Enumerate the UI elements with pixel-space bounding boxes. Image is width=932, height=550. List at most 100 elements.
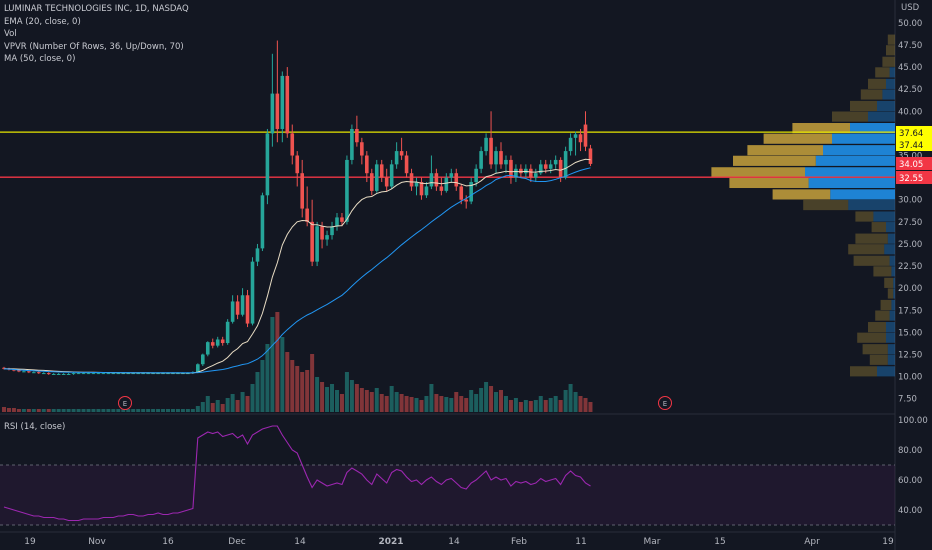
- price-badge-bg: [896, 138, 932, 151]
- price-tick-label: 42.50: [898, 85, 922, 95]
- vpvr-down-bar: [792, 123, 850, 134]
- time-tick-label: 14: [294, 537, 306, 547]
- candle-body: [374, 164, 379, 191]
- volume-bar: [513, 398, 518, 412]
- volume-bar: [553, 396, 558, 412]
- volume-bar: [479, 388, 484, 412]
- vpvr-down-bar: [855, 233, 888, 244]
- volume-bar: [61, 409, 66, 412]
- volume-bar: [563, 390, 568, 412]
- candle-body: [340, 217, 344, 222]
- candle-body: [399, 151, 404, 156]
- volume-bar: [469, 390, 474, 412]
- vpvr-down-bar: [887, 288, 894, 299]
- price-tick-label: 15.00: [898, 328, 922, 338]
- indicator-vpvr[interactable]: VPVR (Number Of Rows, 36, Up/Down, 70): [4, 41, 184, 52]
- candle-body: [548, 164, 553, 169]
- time-tick-label: Mar: [644, 537, 661, 547]
- volume-bar: [300, 372, 305, 412]
- candle-body: [215, 339, 220, 346]
- candle-body: [369, 173, 374, 191]
- symbol-title[interactable]: LUMINAR TECHNOLOGIES INC, 1D, NASDAQ: [4, 4, 189, 14]
- candle-body: [429, 173, 434, 187]
- volume-bar: [121, 409, 126, 412]
- rsi-label[interactable]: RSI (14, close): [4, 422, 66, 432]
- price-badge-bg: [896, 157, 932, 170]
- candle-body: [449, 173, 454, 178]
- volume-bar: [414, 398, 419, 412]
- volume-bar: [558, 400, 563, 412]
- candle-body: [210, 342, 215, 346]
- candle-body: [81, 373, 86, 375]
- indicator-ema[interactable]: EMA (20, close, 0): [4, 16, 81, 27]
- vpvr-down-bar: [868, 78, 886, 89]
- vpvr-down-bar: [860, 89, 883, 100]
- vpvr-up-bar: [877, 366, 895, 377]
- candle-body: [305, 208, 309, 222]
- indicator-ma[interactable]: MA (50, close, 0): [4, 54, 76, 64]
- candle-body: [71, 373, 76, 375]
- candle-body: [176, 373, 180, 375]
- volume-bar: [166, 409, 171, 412]
- volume-bar: [454, 392, 459, 412]
- candle-body: [141, 373, 145, 375]
- candle-body: [320, 226, 324, 240]
- volume-bar: [424, 396, 429, 412]
- candle-body: [265, 133, 270, 196]
- indicator-vol[interactable]: Vol: [4, 29, 17, 39]
- volume-bar: [235, 400, 240, 412]
- volume-bar: [190, 409, 195, 412]
- candle-body: [578, 134, 583, 143]
- vpvr-down-bar: [873, 266, 892, 277]
- volume-bar: [409, 397, 414, 412]
- candle-body: [91, 373, 96, 375]
- earnings-marker: E: [118, 396, 132, 410]
- volume-bar: [131, 409, 136, 412]
- candle-body: [51, 373, 56, 375]
- candle-body: [459, 186, 464, 200]
- candlesticks: [2, 40, 593, 375]
- candle-body: [66, 373, 71, 375]
- volume-bar: [315, 377, 320, 412]
- candle-body: [116, 373, 121, 375]
- candle-body: [285, 75, 290, 134]
- candle-body: [156, 373, 160, 375]
- candle-body: [22, 371, 26, 373]
- candle-body: [86, 373, 91, 375]
- volume-bar: [240, 392, 245, 412]
- vpvr-up-bar: [850, 123, 895, 134]
- volume-bar: [175, 409, 180, 412]
- candle-body: [310, 221, 314, 262]
- vpvr-up-bar: [887, 233, 895, 244]
- volume-bar: [543, 400, 548, 412]
- grid: [0, 0, 896, 550]
- candle-body: [201, 354, 205, 365]
- volume-bar: [354, 384, 359, 412]
- candle-body: [181, 373, 185, 375]
- vpvr-down-bar: [868, 322, 886, 333]
- vpvr-up-bar: [877, 100, 895, 112]
- volume-bar: [86, 409, 91, 412]
- vpvr-up-bar: [886, 332, 895, 343]
- vpvr-up-bar: [886, 222, 895, 233]
- vpvr-down-bar: [853, 255, 890, 266]
- volume-bar: [111, 409, 116, 412]
- volume-bar: [6, 408, 11, 412]
- candle-body: [96, 373, 101, 375]
- candle-body: [379, 164, 384, 178]
- candle-body: [365, 155, 369, 174]
- volume-bar: [379, 394, 384, 412]
- price-tick-label: 20.00: [898, 284, 922, 294]
- candle-body: [161, 373, 165, 375]
- volume-bar: [444, 397, 449, 412]
- volume-bar: [170, 409, 175, 412]
- volume-bar: [548, 398, 553, 412]
- vpvr-down-bar: [711, 167, 805, 178]
- horizontal-lines[interactable]: [0, 131, 895, 178]
- volume-profile: [711, 34, 895, 377]
- volume-bar: [339, 394, 344, 412]
- candle-body: [27, 371, 31, 373]
- vpvr-up-bar: [823, 145, 895, 156]
- candle-body: [543, 164, 548, 169]
